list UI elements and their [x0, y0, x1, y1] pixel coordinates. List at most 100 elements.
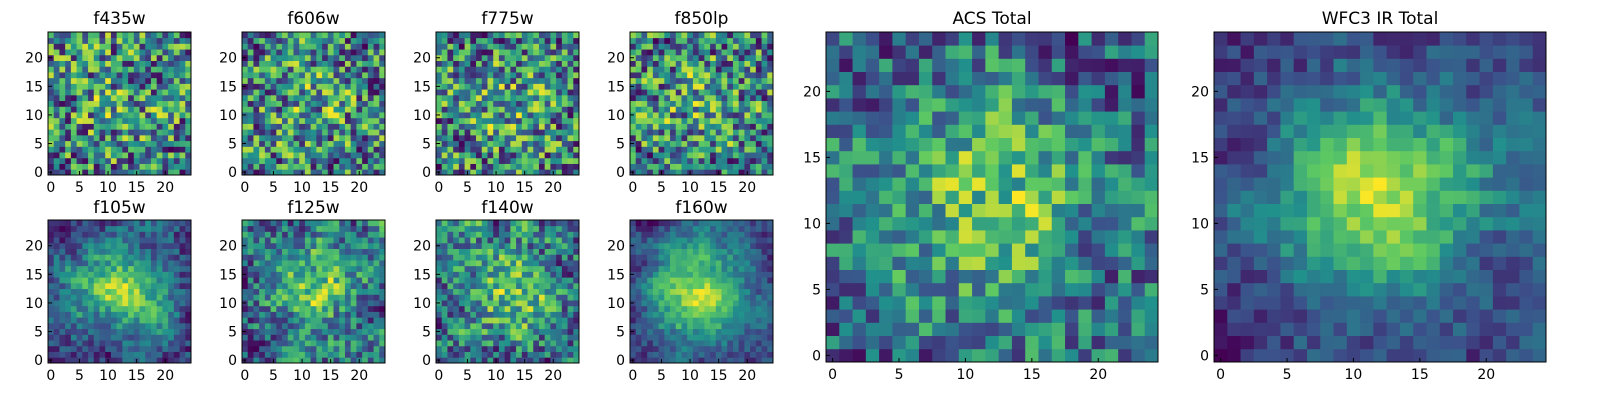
heatmap-cell — [310, 43, 317, 50]
heatmap-cell — [527, 169, 534, 176]
heatmap-cell — [82, 140, 89, 147]
heatmap-cell — [327, 106, 334, 113]
heatmap-cell — [270, 152, 277, 159]
heatmap-cell — [561, 129, 568, 136]
heatmap-cell — [304, 89, 312, 96]
heatmap-cell — [755, 169, 762, 176]
heatmap-cell — [327, 254, 334, 261]
heatmap-cell — [436, 340, 443, 347]
heatmap-cell — [316, 140, 323, 147]
heatmap-cell — [316, 260, 323, 267]
heatmap-cell — [767, 288, 774, 295]
heatmap-cell — [453, 242, 460, 249]
heatmap-cell — [88, 311, 95, 318]
heatmap-cell — [487, 157, 494, 164]
heatmap-cell — [162, 237, 169, 244]
heatmap-cell — [573, 265, 580, 272]
heatmap-cell — [70, 66, 77, 73]
heatmap-cell — [487, 54, 494, 61]
heatmap-cell — [133, 345, 140, 352]
heatmap-cell — [652, 271, 659, 278]
heatmap-cell — [264, 89, 271, 96]
heatmap-cell — [641, 305, 648, 312]
heatmap-cell — [282, 77, 289, 84]
heatmap-cell — [470, 288, 477, 295]
heatmap-cell — [259, 140, 266, 147]
heatmap-cell — [185, 77, 192, 84]
heatmap-cell — [282, 288, 289, 295]
heatmap-cell — [304, 163, 312, 170]
heatmap-cell — [550, 317, 557, 324]
heatmap-cell — [750, 169, 757, 176]
heatmap-cell — [721, 340, 728, 347]
heatmap-cell — [150, 260, 158, 267]
heatmap-cell — [139, 89, 146, 96]
heatmap-cell — [270, 123, 277, 130]
heatmap-cell — [304, 305, 312, 312]
heatmap-cell — [635, 134, 642, 142]
heatmap-cell — [441, 152, 448, 159]
heatmap-cell — [573, 334, 580, 341]
heatmap-cell — [658, 129, 665, 136]
heatmap-cell — [476, 357, 483, 364]
heatmap-cell — [242, 305, 249, 312]
heatmap-cell — [287, 334, 294, 341]
heatmap-cell — [441, 305, 448, 312]
heatmap-cell — [710, 112, 717, 119]
heatmap-cell — [750, 277, 757, 284]
heatmap-cell — [259, 288, 266, 295]
heatmap-cell — [65, 288, 72, 295]
heatmap-cell — [436, 282, 443, 290]
heatmap-cell — [521, 305, 528, 312]
heatmap-cell — [498, 237, 506, 244]
heatmap-cell — [738, 305, 745, 312]
heatmap-cell — [447, 242, 454, 249]
heatmap-cell — [510, 300, 517, 307]
heatmap-cell — [487, 94, 494, 102]
heatmap-cell — [658, 265, 665, 272]
heatmap-cell — [510, 123, 517, 130]
heatmap-cell — [350, 49, 357, 56]
heatmap-cell — [322, 288, 329, 295]
heatmap-cell — [316, 129, 323, 136]
heatmap-cell — [173, 334, 180, 341]
heatmap-cell — [544, 282, 551, 290]
heatmap-cell — [698, 140, 705, 147]
heatmap-cell — [253, 146, 260, 153]
heatmap-cell — [464, 60, 471, 67]
heatmap-cell — [738, 288, 745, 295]
heatmap-cell — [504, 351, 511, 358]
heatmap-cell — [538, 340, 546, 347]
heatmap-cell — [681, 271, 688, 278]
heatmap-cell — [105, 163, 112, 170]
heatmap-cell — [635, 163, 642, 170]
heatmap-cell — [287, 242, 294, 249]
heatmap-cell — [681, 334, 688, 341]
heatmap-cell — [179, 100, 186, 107]
heatmap-cell — [242, 100, 249, 107]
heatmap-cell — [675, 163, 682, 170]
heatmap-cell — [116, 100, 123, 107]
heatmap-cell — [122, 288, 129, 295]
heatmap-cell — [253, 106, 260, 113]
heatmap-cell — [647, 345, 654, 352]
heatmap-cell — [287, 277, 294, 284]
heatmap-cell — [635, 106, 642, 113]
heatmap-cell — [767, 265, 774, 272]
heatmap-cell — [327, 123, 334, 130]
heatmap-cell — [510, 100, 517, 107]
heatmap-cell — [362, 288, 369, 295]
heatmap-cell — [715, 60, 722, 67]
heatmap-cell — [76, 220, 83, 227]
heatmap-cell — [670, 60, 677, 67]
heatmap-cell — [145, 54, 152, 61]
heatmap-cell — [350, 100, 357, 107]
heatmap-cell — [498, 231, 506, 238]
heatmap-cell — [293, 328, 300, 335]
heatmap-cell — [122, 317, 129, 324]
heatmap-cell — [276, 49, 283, 56]
heatmap-cell — [185, 37, 192, 44]
heatmap-cell — [367, 49, 374, 56]
heatmap-cell — [162, 300, 169, 307]
heatmap-cell — [282, 49, 289, 56]
